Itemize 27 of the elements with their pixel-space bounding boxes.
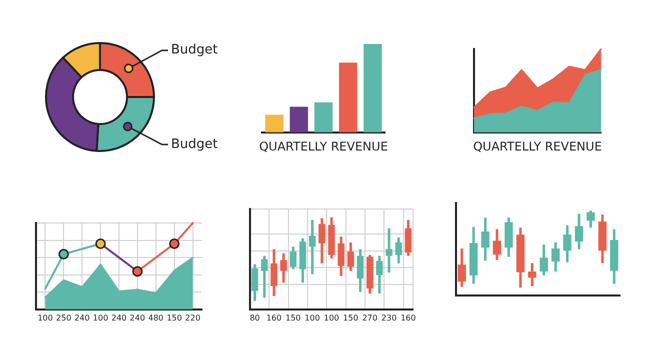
x-tick-label: 240 xyxy=(74,313,90,322)
bar xyxy=(339,62,358,132)
x-tick-label: 150 xyxy=(286,313,301,322)
x-tick-label: 160 xyxy=(266,313,282,322)
bar xyxy=(290,106,308,132)
x-tick-label: 150 xyxy=(166,313,182,322)
x-tick-label: 270 xyxy=(362,313,378,322)
x-tick-label: 160 xyxy=(400,313,416,322)
x-tick-label: 150 xyxy=(343,313,358,322)
bar xyxy=(265,114,284,132)
x-axis-title: QUARTELLY REVENUE xyxy=(473,140,602,154)
x-tick-label: 240 xyxy=(111,313,127,322)
x-tick-label: 480 xyxy=(148,313,164,322)
bar xyxy=(364,44,382,132)
x-tick-label: 230 xyxy=(381,313,397,322)
slice-label: Budget xyxy=(171,42,218,58)
slice-label: Budget xyxy=(171,136,218,152)
bar xyxy=(314,102,333,132)
x-tick-label: 220 xyxy=(185,313,200,322)
x-axis-title: QUARTELLY REVENUE xyxy=(259,140,388,154)
x-tick-label: 250 xyxy=(56,313,72,322)
x-tick-label: 80 xyxy=(250,313,260,322)
x-tick-label: 100 xyxy=(324,313,340,322)
x-tick-label: 240 xyxy=(130,313,146,322)
x-tick-label: 100 xyxy=(38,313,53,322)
x-tick-label: 100 xyxy=(92,313,108,322)
x-tick-label: 100 xyxy=(304,313,320,322)
